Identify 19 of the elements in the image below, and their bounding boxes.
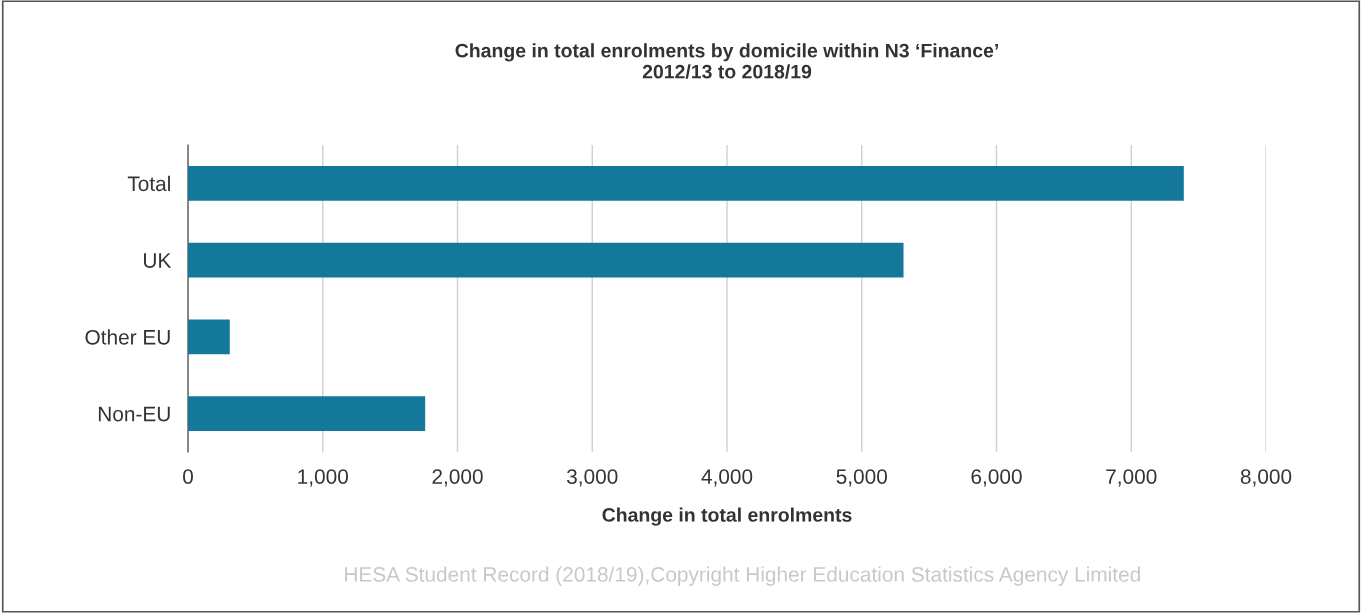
y-tick-label: UK <box>144 253 172 268</box>
bar <box>188 319 230 355</box>
x-tick-label: 7,000 <box>1106 469 1157 487</box>
x-tick-label: 4,000 <box>701 469 753 487</box>
x-tick-label: 6,000 <box>971 469 1022 487</box>
chart-title: Change in total enrolments by domicile within N3 ‘Finance’ 2012/13 to 2018/19 <box>455 43 998 79</box>
bar <box>188 242 904 278</box>
bar <box>188 396 426 431</box>
x-tick-label: 8,000 <box>1240 469 1292 487</box>
y-tick-label: Non-EU <box>98 406 170 422</box>
y-tick-label: Other EU <box>85 329 170 345</box>
x-tick-label: 5,000 <box>836 469 887 487</box>
bar <box>188 166 1184 201</box>
x-tick-label: 1,000 <box>298 469 348 487</box>
y-tick-label: Total <box>127 175 170 192</box>
x-tick-label: 3,000 <box>566 469 618 487</box>
x-tick-label: 0 <box>183 469 193 484</box>
x-axis-title: Change in total enrolments <box>602 507 852 526</box>
x-tick-label: 2,000 <box>432 469 483 487</box>
